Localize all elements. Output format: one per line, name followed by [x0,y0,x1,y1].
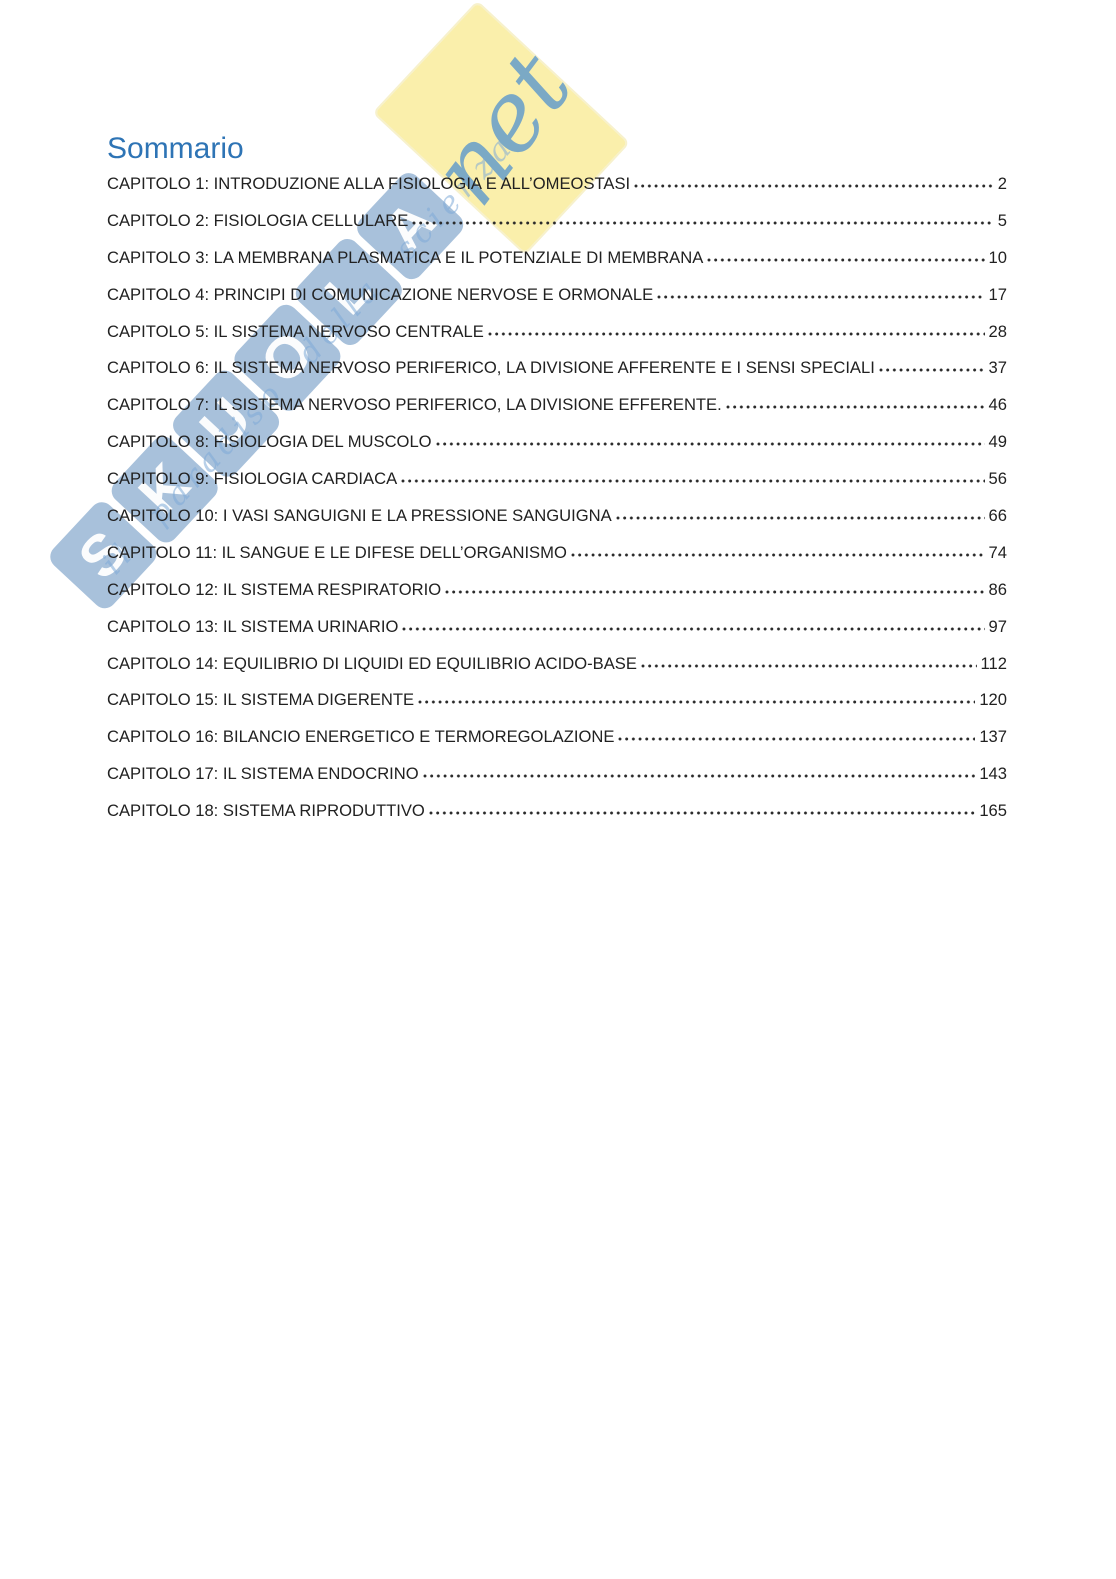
toc-entry: CAPITOLO 7: IL SISTEMA NERVOSO PERIFERIC… [107,395,1007,432]
dot-leader [569,544,985,558]
toc-entry-label: CAPITOLO 8: FISIOLOGIA DEL MUSCOLO [107,432,432,452]
dot-leader [724,397,985,411]
document-page: Sommario CAPITOLO 1: INTRODUZIONE ALLA F… [107,132,1007,838]
toc-entry-label: CAPITOLO 15: IL SISTEMA DIGERENTE [107,690,415,710]
dot-leader [617,729,976,743]
toc-entry-page: 137 [979,727,1007,747]
toc-entry: CAPITOLO 8: FISIOLOGIA DEL MUSCOLO 49 [107,432,1007,469]
toc-entry-label: CAPITOLO 4: PRINCIPI DI COMUNICAZIONE NE… [107,284,654,304]
toc-entry: CAPITOLO 11: IL SANGUE E LE DIFESE DELL’… [107,543,1007,580]
toc-entry-page: 17 [988,284,1007,304]
dot-leader [411,212,994,226]
toc-entry-page: 56 [988,469,1007,489]
toc-entry: CAPITOLO 2: FISIOLOGIA CELLULARE 5 [107,211,1007,248]
toc-entry: CAPITOLO 5: IL SISTEMA NERVOSO CENTRALE … [107,322,1007,359]
toc-entry: CAPITOLO 10: I VASI SANGUIGNI E LA PRESS… [107,506,1007,543]
toc-entry-label: CAPITOLO 12: IL SISTEMA RESPIRATORIO [107,579,442,599]
toc-entry: CAPITOLO 6: IL SISTEMA NERVOSO PERIFERIC… [107,358,1007,395]
toc-entry-label: CAPITOLO 7: IL SISTEMA NERVOSO PERIFERIC… [107,395,722,415]
toc-entry-page: 97 [988,616,1007,636]
toc-entry-page: 46 [988,395,1007,415]
toc-entry-page: 120 [979,690,1007,710]
toc-entry: CAPITOLO 4: PRINCIPI DI COMUNICAZIONE NE… [107,285,1007,322]
dot-leader [486,323,985,337]
toc-entry-page: 86 [988,579,1007,599]
dot-leader [400,471,985,485]
dot-leader [434,434,985,448]
toc-entry-page: 28 [988,321,1007,341]
toc-entry-label: CAPITOLO 2: FISIOLOGIA CELLULARE [107,210,409,230]
toc-entry-label: CAPITOLO 18: SISTEMA RIPRODUTTIVO [107,801,425,821]
dot-leader [639,655,977,669]
toc-entry-label: CAPITOLO 11: IL SANGUE E LE DIFESE DELL’… [107,542,567,562]
dot-leader [401,618,985,632]
dot-leader [444,581,985,595]
dot-leader [877,360,985,374]
dot-leader [656,286,985,300]
toc-entry: CAPITOLO 3: LA MEMBRANA PLASMATICA E IL … [107,248,1007,285]
toc-entry-label: CAPITOLO 9: FISIOLOGIA CARDIACA [107,469,398,489]
toc-entry-label: CAPITOLO 10: I VASI SANGUIGNI E LA PRESS… [107,506,612,526]
toc-entry: CAPITOLO 12: IL SISTEMA RESPIRATORIO 86 [107,580,1007,617]
dot-leader [706,249,985,263]
toc-entry: CAPITOLO 14: EQUILIBRIO DI LIQUIDI ED EQ… [107,654,1007,691]
toc-entry-label: CAPITOLO 14: EQUILIBRIO DI LIQUIDI ED EQ… [107,653,637,673]
toc-entry-page: 143 [979,764,1007,784]
dot-leader [614,508,985,522]
toc-entry-page: 74 [988,542,1007,562]
toc-entry: CAPITOLO 13: IL SISTEMA URINARIO 97 [107,617,1007,654]
page-title: Sommario [107,132,244,165]
toc-entry: CAPITOLO 17: IL SISTEMA ENDOCRINO 143 [107,764,1007,801]
dot-leader [633,176,994,189]
toc-entry-page: 112 [980,653,1007,673]
toc-entry-label: CAPITOLO 3: LA MEMBRANA PLASMATICA E IL … [107,247,704,267]
toc-entry-page: 66 [988,506,1007,526]
toc-entry-page: 5 [997,210,1007,230]
toc-entry-page: 10 [988,247,1007,267]
toc-entry-label: CAPITOLO 6: IL SISTEMA NERVOSO PERIFERIC… [107,358,875,378]
table-of-contents: CAPITOLO 1: INTRODUZIONE ALLA FISIOLOGIA… [107,174,1007,838]
toc-entry-page: 165 [979,801,1007,821]
toc-entry-label: CAPITOLO 13: IL SISTEMA URINARIO [107,616,399,636]
toc-entry-page: 49 [988,432,1007,452]
toc-entry: CAPITOLO 16: BILANCIO ENERGETICO E TERMO… [107,727,1007,764]
toc-entry-page: 2 [997,174,1007,193]
toc-entry-label: CAPITOLO 1: INTRODUZIONE ALLA FISIOLOGIA… [107,174,631,193]
dot-leader [421,766,976,780]
toc-entry: CAPITOLO 15: IL SISTEMA DIGERENTE 120 [107,690,1007,727]
toc-entry-label: CAPITOLO 17: IL SISTEMA ENDOCRINO [107,764,419,784]
toc-entry: CAPITOLO 1: INTRODUZIONE ALLA FISIOLOGIA… [107,174,1007,211]
toc-entry-label: CAPITOLO 16: BILANCIO ENERGETICO E TERMO… [107,727,615,747]
dot-leader [417,692,976,706]
toc-entry-page: 37 [988,358,1007,378]
toc-entry: CAPITOLO 18: SISTEMA RIPRODUTTIVO 165 [107,801,1007,838]
toc-entry: CAPITOLO 9: FISIOLOGIA CARDIACA 56 [107,469,1007,506]
dot-leader [427,803,976,817]
toc-entry-label: CAPITOLO 5: IL SISTEMA NERVOSO CENTRALE [107,321,484,341]
